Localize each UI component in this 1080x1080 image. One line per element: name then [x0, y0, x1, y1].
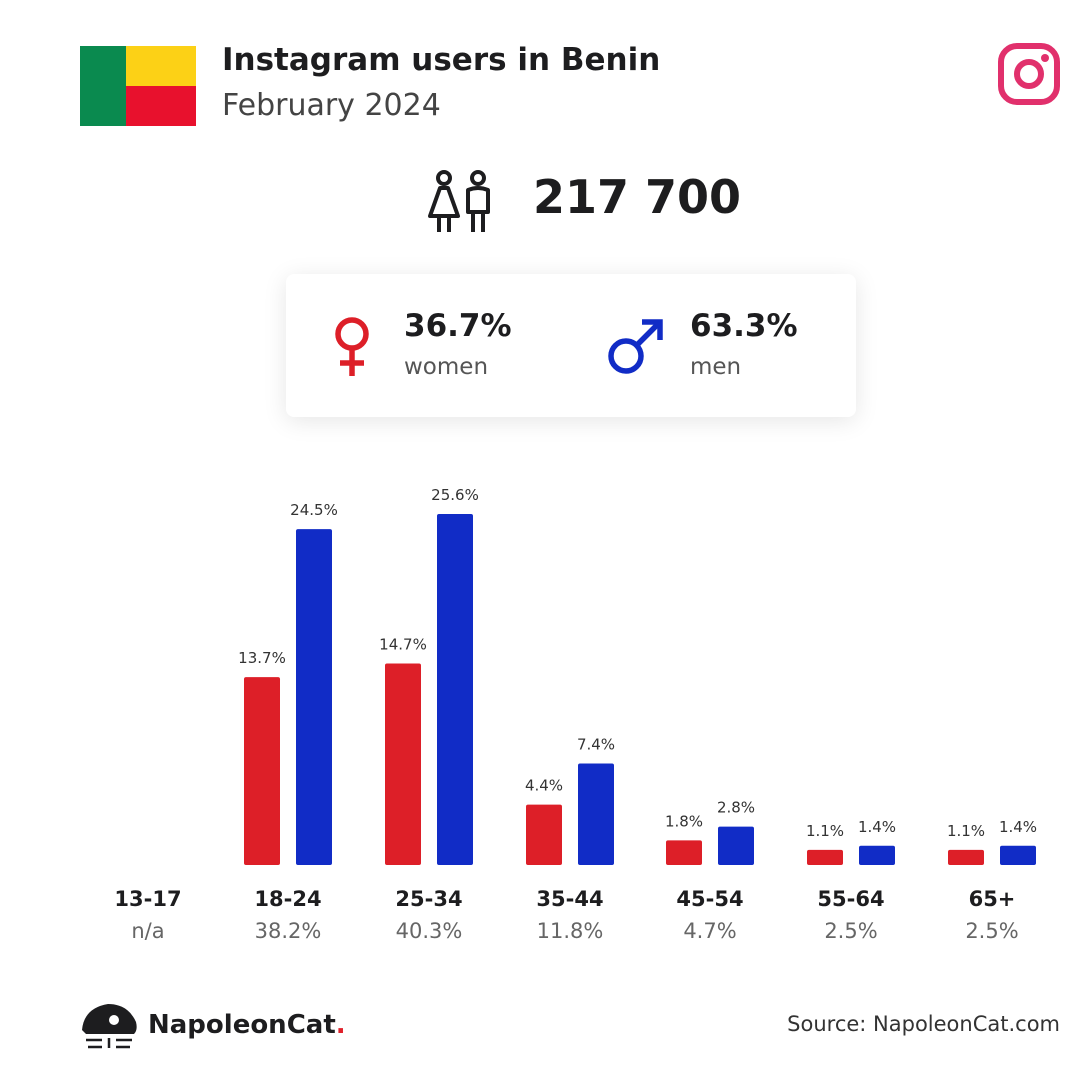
category-label-65+: 65+: [969, 887, 1016, 911]
bar-men-65+: [1000, 845, 1036, 865]
bar-women-35-44: [526, 804, 562, 865]
total-users: 217 700: [533, 170, 742, 224]
category-total-13-17: n/a: [131, 919, 164, 943]
data-label-women-35-44: 4.4%: [525, 777, 563, 795]
bar-men-18-24: [296, 529, 332, 865]
data-label-women-18-24: 13.7%: [238, 649, 286, 667]
bar-women-45-54: [666, 840, 702, 865]
category-label-18-24: 18-24: [254, 887, 321, 911]
bar-women-25-34: [385, 663, 421, 865]
instagram-icon: [998, 43, 1060, 105]
data-label-men-45-54: 2.8%: [717, 799, 755, 817]
benin-flag: [80, 46, 196, 126]
women-percent: 36.7%: [404, 308, 512, 344]
male-symbol-icon: [608, 319, 663, 374]
women-label: women: [404, 354, 489, 380]
bar-men-25-34: [437, 514, 473, 865]
data-label-women-65+: 1.1%: [947, 822, 985, 840]
data-label-men-55-64: 1.4%: [858, 818, 896, 836]
men-percent: 63.3%: [690, 308, 798, 344]
data-label-men-35-44: 7.4%: [577, 736, 615, 754]
gender-card: 36.7% women 63.3% men: [286, 274, 856, 417]
age-gender-bar-chart: 13-17 n/a 13.7% 24.5% 18-24 38.2% 14.7% 25.6% 25…: [114, 486, 1037, 943]
category-total-18-24: 38.2%: [255, 919, 322, 943]
category-total-25-34: 40.3%: [396, 919, 463, 943]
category-total-65+: 2.5%: [965, 919, 1018, 943]
data-label-women-55-64: 1.1%: [806, 822, 844, 840]
category-total-55-64: 2.5%: [824, 919, 877, 943]
bar-women-55-64: [807, 849, 843, 865]
men-label: men: [690, 354, 742, 380]
source-text: Source: NapoleonCat.com: [787, 1012, 1060, 1036]
category-label-35-44: 35-44: [536, 887, 603, 911]
bar-men-45-54: [718, 826, 754, 865]
brand-dot: .: [335, 1010, 346, 1040]
bar-women-65+: [948, 849, 984, 865]
category-label-55-64: 55-64: [817, 887, 884, 911]
users-icon: [428, 170, 490, 232]
napoleoncat-logo-icon: [82, 1004, 137, 1049]
page-title: Instagram users in Benin: [222, 42, 661, 78]
category-total-35-44: 11.8%: [537, 919, 604, 943]
brand-name: NapoleonCat.: [148, 1010, 346, 1040]
category-label-25-34: 25-34: [395, 887, 462, 911]
category-total-45-54: 4.7%: [683, 919, 736, 943]
data-label-women-45-54: 1.8%: [665, 812, 703, 830]
bar-men-55-64: [859, 845, 895, 865]
data-label-men-25-34: 25.6%: [431, 486, 479, 504]
data-label-men-18-24: 24.5%: [290, 501, 338, 519]
bar-women-18-24: [244, 677, 280, 865]
data-label-men-65+: 1.4%: [999, 818, 1037, 836]
female-symbol-icon: [335, 317, 369, 376]
category-label-13-17: 13-17: [114, 887, 181, 911]
category-label-45-54: 45-54: [676, 887, 743, 911]
bar-men-35-44: [578, 763, 614, 865]
page-subtitle: February 2024: [222, 88, 441, 123]
brand-text: NapoleonCat: [148, 1010, 336, 1040]
data-label-women-25-34: 14.7%: [379, 635, 427, 653]
